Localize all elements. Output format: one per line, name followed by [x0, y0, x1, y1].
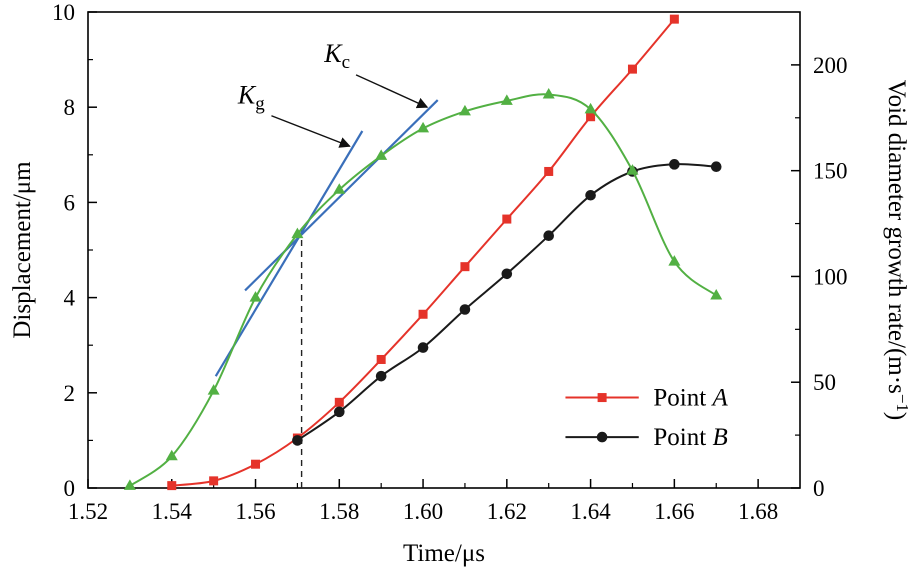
tangent-line-Kc: [244, 99, 439, 292]
square-marker: [544, 166, 554, 176]
square-marker: [209, 476, 219, 486]
triangle-marker: [165, 449, 178, 461]
y-right-tick-label: 100: [813, 264, 848, 289]
circle-marker: [669, 159, 680, 170]
triangle-marker: [542, 88, 555, 99]
annotations: Kg Kc: [214, 39, 439, 377]
circle-marker: [292, 435, 303, 446]
series-point-b: [292, 159, 722, 446]
y-right-tick-label: 150: [813, 159, 848, 184]
triangle-marker: [458, 104, 471, 116]
y-left-tick-label: 6: [64, 190, 76, 215]
triangle-marker: [584, 102, 597, 114]
annotation-label-Kg: Kg: [237, 80, 265, 114]
y-left-axis: 0 2 4 6 8 10: [52, 0, 97, 501]
triangle-marker: [668, 255, 681, 266]
x-axis-title: Time/μs: [403, 540, 485, 567]
x-tick-label: 1.58: [319, 499, 359, 524]
y-left-tick-label: 10: [52, 0, 75, 25]
square-marker: [167, 481, 177, 491]
square-marker: [376, 354, 386, 364]
annotation-arrow-Kc: [355, 74, 429, 109]
annotation-label-Kc: Kc: [323, 39, 350, 73]
circle-marker: [333, 406, 345, 418]
triangle-marker: [123, 479, 136, 490]
triangle-marker: [626, 164, 639, 175]
circle-marker: [501, 268, 513, 280]
circle-marker: [375, 370, 387, 382]
circle-marker: [596, 431, 608, 443]
circle-marker: [459, 304, 471, 315]
tangent-line-Kg: [214, 130, 364, 377]
y-right-tick-label: 200: [813, 53, 848, 78]
x-tick-label: 1.68: [738, 499, 778, 524]
circle-marker: [543, 230, 555, 242]
series-void-diameter-growth-rate: [123, 88, 723, 490]
triangle-marker: [417, 121, 430, 133]
y-left-axis-title: Displacement/μm: [9, 161, 36, 339]
triangle-marker: [333, 183, 346, 194]
legend-label: Point A: [653, 385, 728, 412]
circle-marker: [585, 189, 596, 201]
x-tick-label: 1.62: [487, 499, 527, 524]
y-right-axis-title: Void diameter growth rate/(m·s−1): [883, 80, 912, 420]
square-marker: [502, 214, 512, 224]
circle-marker: [710, 161, 722, 172]
square-marker: [627, 64, 637, 74]
square-marker: [597, 393, 607, 403]
square-marker: [251, 459, 261, 469]
square-marker: [669, 14, 679, 24]
y-left-tick-label: 8: [64, 95, 76, 120]
y-left-tick-label: 0: [64, 476, 76, 501]
x-tick-label: 1.54: [152, 499, 193, 524]
square-marker: [418, 309, 428, 319]
y-right-tick-label: 50: [813, 370, 836, 395]
triangle-marker: [710, 288, 723, 300]
legend: Point A Point B: [565, 385, 728, 451]
y-right-tick-label: 0: [813, 476, 825, 501]
annotation-arrow-Kg: [271, 115, 351, 148]
plot-border: [87, 11, 801, 489]
square-marker: [460, 262, 470, 272]
x-axis: 1.52 1.54 1.56 1.58 1.60 1.62 1.64 1.66 1.68: [68, 479, 778, 524]
triangle-marker: [207, 384, 220, 395]
y-left-tick-label: 4: [64, 286, 76, 311]
series-line: [129, 93, 717, 487]
legend-label: Point B: [653, 424, 727, 451]
x-tick-label: 1.52: [68, 499, 108, 524]
square-marker: [586, 112, 596, 122]
y-right-axis: 0 50 100 150 200: [791, 53, 848, 501]
series-point-a: [167, 14, 679, 491]
x-tick-label: 1.60: [403, 499, 443, 524]
triangle-marker: [249, 291, 262, 302]
x-tick-label: 1.64: [570, 499, 611, 524]
x-tick-label: 1.56: [235, 499, 275, 524]
square-marker: [334, 397, 344, 407]
x-tick-label: 1.66: [654, 499, 694, 524]
triangle-marker: [291, 227, 304, 239]
triangle-marker: [375, 149, 388, 160]
y-left-tick-label: 2: [64, 381, 76, 406]
circle-marker: [417, 342, 429, 353]
triangle-marker: [500, 94, 513, 105]
